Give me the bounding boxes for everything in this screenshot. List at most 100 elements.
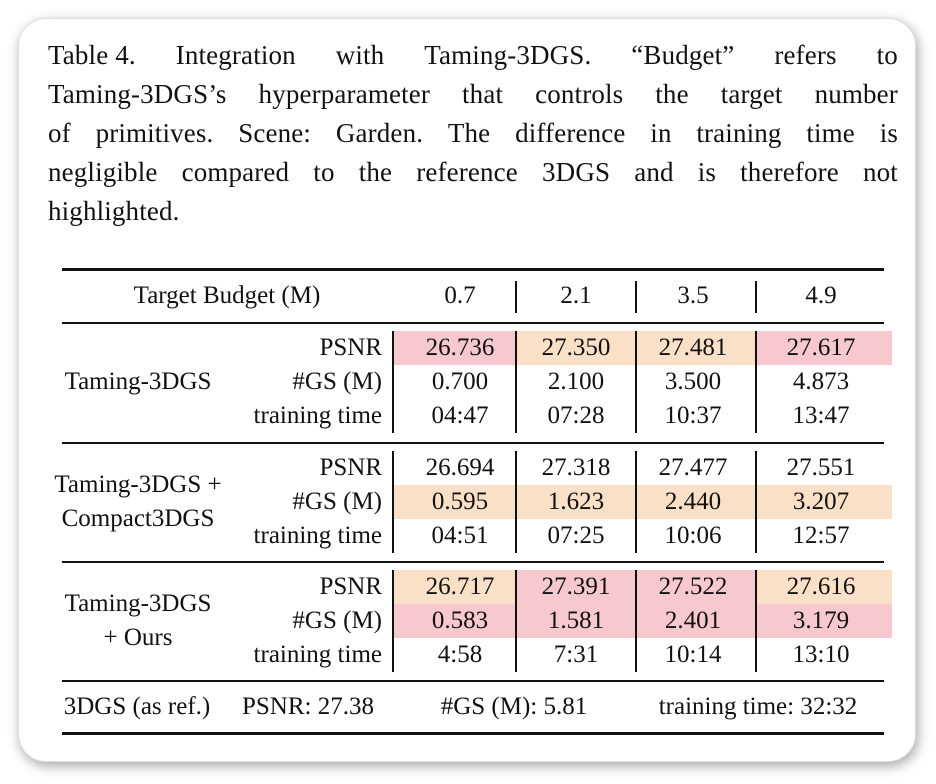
- metric-label: PSNR: [319, 573, 382, 600]
- value-cell: 26.717: [425, 573, 495, 600]
- reference-gs: #GS (M): 5.81: [440, 693, 588, 720]
- cell-highlight: [756, 604, 892, 638]
- value-cell: 4.873: [792, 368, 850, 395]
- table-caption: Table 4. Integration with Taming-3DGS. “Budg…: [48, 36, 898, 231]
- value-cell: 1.623: [547, 488, 605, 515]
- caption-word: target: [720, 79, 783, 109]
- caption-line: negligible compared to the reference 3DGS and i…: [48, 153, 898, 192]
- value-cell: 12:57: [792, 522, 850, 549]
- caption-word: Garden.: [335, 118, 424, 148]
- caption-word: refers: [774, 40, 837, 70]
- column-separator: [635, 570, 637, 672]
- cell-highlight: [636, 570, 756, 604]
- caption-word: Table 4.: [48, 40, 136, 70]
- caption-word: “Budget”: [631, 40, 735, 70]
- column-separator: [635, 451, 637, 553]
- caption-word: training: [696, 118, 782, 148]
- caption-line: of primitives. Scene: Garden. The difference i…: [48, 114, 898, 153]
- metric-label: PSNR: [319, 334, 382, 361]
- value-cell: 27.481: [658, 334, 728, 361]
- caption-word: number: [814, 79, 898, 109]
- value-cell: 1.581: [547, 607, 605, 634]
- header-label: Target Budget (M): [133, 282, 321, 309]
- caption-line: Taming-3DGS’s hyperparameter that controls t…: [48, 75, 898, 114]
- method-label: Compact3DGS: [61, 505, 215, 532]
- caption-word: and: [634, 157, 674, 187]
- value-cell: 10:37: [664, 402, 722, 429]
- cell-highlight: [636, 331, 756, 365]
- caption-word: in: [650, 118, 672, 148]
- value-cell: 13:10: [792, 641, 850, 668]
- value-cell: 0.583: [431, 607, 489, 634]
- caption-word: controls: [535, 79, 624, 109]
- caption-word: to: [313, 157, 335, 187]
- column-separator: [392, 451, 394, 553]
- value-cell: 2.401: [664, 607, 722, 634]
- cell-highlight: [516, 485, 636, 519]
- cell-highlight: [516, 331, 636, 365]
- value-cell: 3.179: [792, 607, 850, 634]
- reference-label: 3DGS (as ref.): [63, 693, 211, 720]
- value-cell: 04:47: [431, 402, 489, 429]
- caption-word: Taming-3DGS’s: [48, 79, 227, 109]
- budget-header: 2.1: [560, 282, 592, 309]
- value-cell: 3.207: [792, 488, 850, 515]
- value-cell: 27.522: [658, 573, 728, 600]
- figure-card: [18, 18, 916, 762]
- value-cell: 07:28: [547, 402, 605, 429]
- cell-highlight: [516, 604, 636, 638]
- table-rule: [62, 732, 884, 735]
- caption-word: 3DGS: [542, 157, 611, 187]
- caption-word: of: [48, 118, 71, 148]
- method-label: Taming-3DGS: [64, 368, 212, 395]
- caption-word: with: [335, 40, 385, 70]
- column-separator: [755, 281, 757, 313]
- column-separator: [755, 451, 757, 553]
- caption-word: is: [697, 157, 717, 187]
- value-cell: 13:47: [792, 402, 850, 429]
- metric-label: #GS (M): [292, 368, 382, 395]
- cell-highlight: [756, 331, 892, 365]
- cell-highlight: [393, 604, 516, 638]
- caption-word: is: [879, 118, 898, 148]
- value-cell: 27.350: [541, 334, 611, 361]
- cell-highlight: [393, 485, 516, 519]
- value-cell: 27.616: [786, 573, 856, 600]
- caption-word: to: [876, 40, 898, 70]
- table-rule: [62, 268, 884, 271]
- column-separator: [392, 331, 394, 433]
- reference-time: training time: 32:32: [658, 693, 858, 720]
- caption-line: Table 4. Integration with Taming-3DGS. “Budg…: [48, 36, 898, 75]
- value-cell: 0.700: [431, 368, 489, 395]
- metric-label: #GS (M): [292, 488, 382, 515]
- method-label: Taming-3DGS: [64, 590, 212, 617]
- method-label: Taming-3DGS +: [54, 471, 222, 498]
- metric-label: #GS (M): [292, 607, 382, 634]
- cell-highlight: [756, 485, 892, 519]
- caption-line: highlighted.: [48, 196, 180, 226]
- metric-label: PSNR: [319, 454, 382, 481]
- reference-psnr: PSNR: 27.38: [242, 693, 374, 720]
- method-label: + Ours: [103, 624, 173, 651]
- caption-word: not: [863, 157, 898, 187]
- cell-highlight: [393, 570, 516, 604]
- caption-word: Taming-3DGS.: [424, 40, 592, 70]
- value-cell: 7:31: [553, 641, 599, 668]
- caption-word: The: [447, 118, 491, 148]
- value-cell: 27.477: [658, 454, 728, 481]
- value-cell: 26.736: [425, 334, 495, 361]
- value-cell: 0.595: [431, 488, 489, 515]
- table-rule: [62, 561, 884, 563]
- value-cell: 4:58: [437, 641, 483, 668]
- cell-highlight: [756, 570, 892, 604]
- caption-word: that: [462, 79, 504, 109]
- table-rule: [62, 680, 884, 682]
- caption-word: difference: [515, 118, 626, 148]
- value-cell: 2.100: [547, 368, 605, 395]
- value-cell: 04:51: [431, 522, 489, 549]
- column-separator: [515, 281, 517, 313]
- table-rule: [62, 442, 884, 444]
- column-separator: [515, 331, 517, 433]
- column-separator: [755, 570, 757, 672]
- metric-label: training time: [253, 402, 382, 429]
